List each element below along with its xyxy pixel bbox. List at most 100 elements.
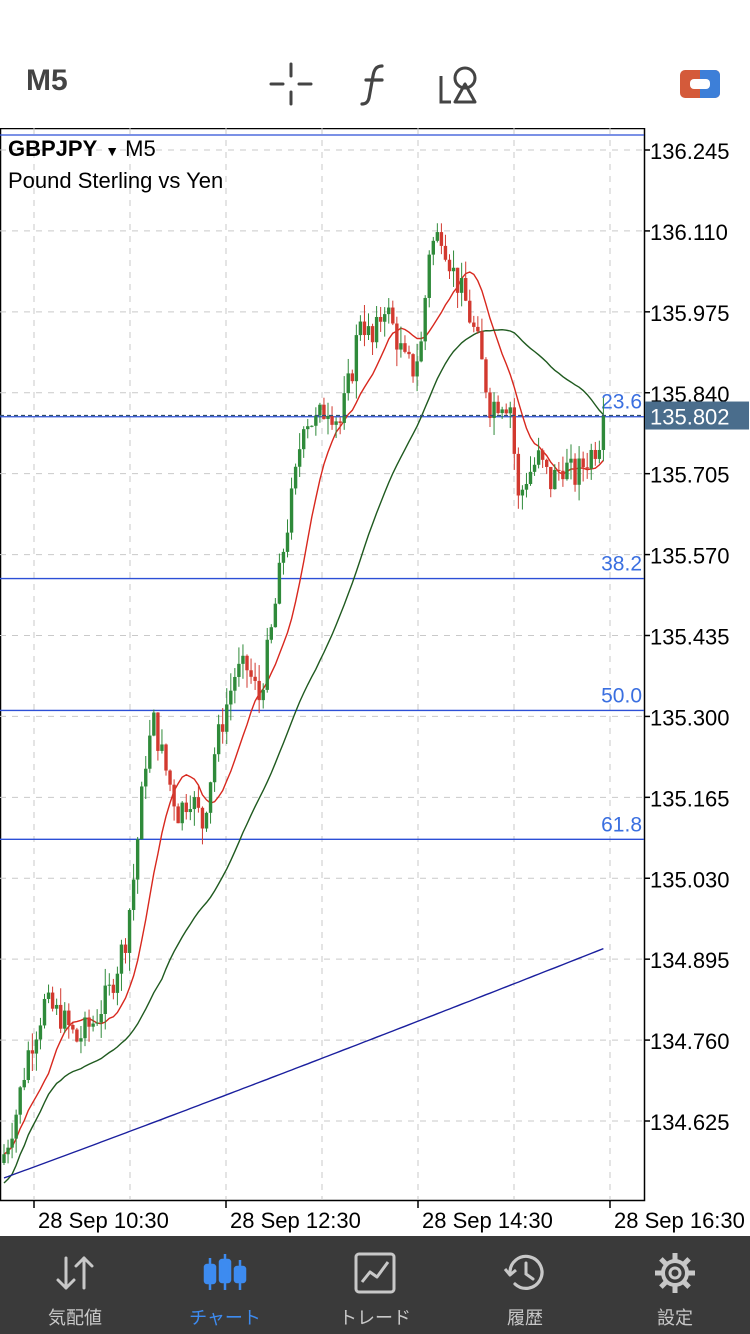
candle-body [168,770,172,785]
candle-body [508,407,512,414]
time-axis-label: 28 Sep 16:30 [614,1208,745,1233]
price-axis-label: 135.435 [650,625,730,650]
candlestick-chart[interactable]: 0.0 23.6 38.2 50.0 61.8 136.245 136.110 135.97… [0,109,750,1236]
fib-level-label: 38.2 [601,553,642,576]
price-axis-label: 135.975 [650,301,730,326]
time-axis-label: 28 Sep 14:30 [422,1208,553,1233]
candle-body [63,1010,67,1029]
candle-body [318,404,322,416]
candle-body [516,453,521,496]
candle-body [536,450,541,465]
candle-body [127,909,132,953]
candle-body [545,459,549,467]
candle-body [265,639,269,690]
candle-body [196,797,201,808]
candlestick-icon [203,1254,247,1290]
candle-body [415,361,419,377]
candle-body [520,489,525,496]
tab-settings[interactable]: 設定 [600,1236,750,1334]
tab-quotes-label: 気配値 [48,1308,102,1329]
candle-body [26,1050,30,1080]
candle-body [172,784,176,807]
candle-body [184,802,188,813]
crosshair-icon[interactable] [267,60,315,108]
candle-body [496,401,500,414]
candle-body [488,392,492,419]
candle-body [30,1050,35,1054]
candle-body [91,1023,95,1027]
candle-body [387,307,391,315]
candle-body [455,267,460,293]
indicator-f-icon[interactable] [352,60,400,108]
candle-body [435,232,440,241]
time-axis-label: 28 Sep 10:30 [38,1208,169,1233]
candle-body [439,232,444,246]
candle-body [67,1010,71,1026]
settings-gear-icon [655,1253,695,1293]
chart-toolbar: M5 [0,0,750,128]
candle-body [585,467,589,469]
tab-chart[interactable]: チャート [150,1236,300,1334]
candle-body [22,1079,26,1088]
tab-trade[interactable]: トレード [300,1236,450,1334]
candle-body [103,985,107,1014]
object-shapes-icon[interactable] [437,60,485,108]
candle-body [451,267,456,272]
candle-body [597,449,602,459]
candle-body [407,351,411,355]
price-axis-label: 136.110 [650,220,728,245]
tab-quotes[interactable]: 気配値 [0,1236,150,1334]
candle-body [370,326,375,343]
candle-body [257,680,261,701]
candle-body [2,1154,6,1163]
candle-body [472,322,476,327]
candle-body [6,1147,10,1155]
chart-color-toggle-icon[interactable] [678,60,722,108]
tab-history[interactable]: 履歴 [450,1236,600,1334]
candle-body [342,393,346,423]
candle-body [553,469,557,490]
candle-body [399,343,403,350]
candle-body [293,466,298,489]
candle-body [71,1025,75,1030]
candle-body [484,359,488,393]
candle-body [557,469,561,471]
candle-body [374,316,379,343]
candle-body [285,532,290,552]
candle-body [131,879,136,910]
candle-body [216,724,221,755]
candle-body [14,1114,18,1139]
candle-body [253,676,257,681]
candle-body [419,341,423,362]
moving-average-slow [3,947,604,1179]
price-chart[interactable]: 0.0 23.6 38.2 50.0 61.8 136.245 136.110 135.97… [0,109,750,1236]
candle-body [34,1039,39,1054]
candle-body [423,297,427,342]
candle-body [95,1022,99,1024]
price-axis-label: 135.300 [650,705,730,730]
candle-body [208,782,213,813]
candle-body [176,806,180,824]
tab-trade-label: トレード [339,1308,411,1329]
candle-body [180,802,184,824]
candle-body [75,1029,79,1042]
tab-chart-label: チャート [189,1308,261,1329]
timeframe-button[interactable]: M5 [26,64,68,97]
candle-body [569,458,573,463]
candle-body [326,415,330,420]
candle-body [310,425,314,427]
symbol-selector[interactable]: GBPJPY ▼ M5 [8,136,156,162]
price-axis-label: 135.030 [650,867,730,892]
price-axis-label: 134.760 [650,1029,730,1054]
candle-body [123,944,128,953]
candle-body [306,426,310,430]
candle-body [500,409,504,414]
candle-body [338,421,342,423]
candle-body [87,1017,91,1027]
candle-body [561,470,565,480]
trade-chart-icon [354,1252,396,1294]
symbol-description: Pound Sterling vs Yen [8,168,224,193]
candle-body [273,603,278,628]
symbol-name: GBPJPY [8,136,98,161]
candle-body [107,984,111,986]
